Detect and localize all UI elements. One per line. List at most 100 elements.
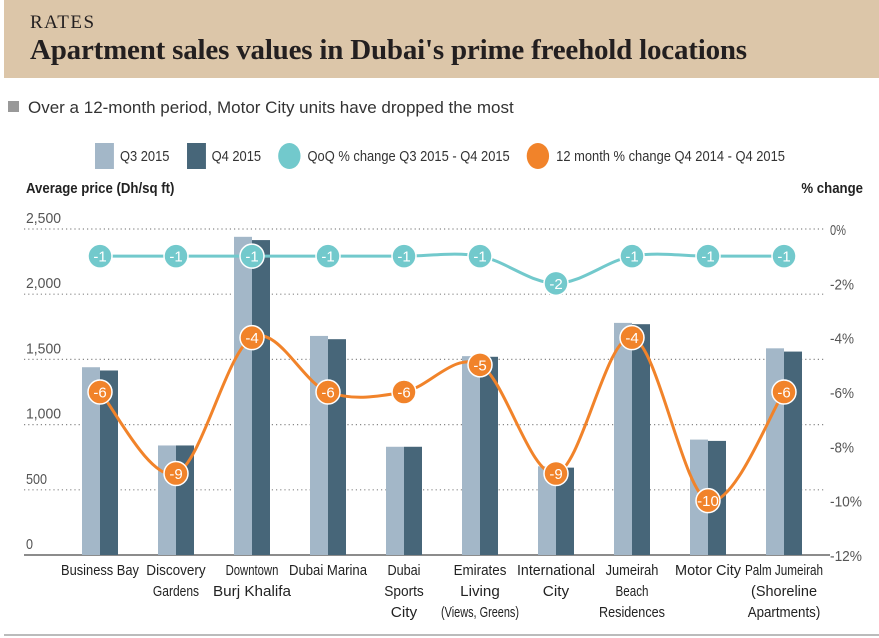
data-label-qoq: -1 [777,249,790,266]
y-axis-title-left: Average price (Dh/sq ft) [26,180,175,197]
data-label-qoq: -1 [473,249,486,266]
bar-q3 [386,446,404,555]
y-tick-label: 1,000 [26,406,61,423]
data-label-qoq: -1 [245,249,258,266]
point-yoy [467,352,493,378]
point-yoy [87,379,113,405]
data-label-yoy: -5 [473,357,486,374]
data-label-yoy: -6 [321,385,334,402]
bar-q3 [538,466,556,555]
y-tick-label: 1,500 [26,340,61,357]
legend-label-qoq: QoQ % change Q3 2015 - Q4 2015 [307,147,510,165]
x-tick-label: Motor City [675,562,741,579]
legend-item-yoy: 12 month % change Q4 2014 - Q4 2015 [526,143,785,169]
bar-q3 [234,236,252,555]
bar-q4 [328,339,346,555]
point-qoq [391,243,417,269]
data-label-yoy: -4 [625,330,638,347]
point-qoq [543,270,569,297]
x-tick-label: Dubai Marina [289,562,368,579]
legend-item-q4: Q4 2015 [186,143,262,169]
point-yoy [619,324,645,351]
bar-q4 [100,370,118,555]
legend-label-q4: Q4 2015 [211,147,262,165]
subtitle-text: Over a 12-month period, Motor City units… [28,98,514,117]
point-yoy [391,379,417,405]
point-yoy [695,487,721,514]
data-label-yoy: -6 [777,385,790,402]
x-tick-label: Gardens [153,583,199,600]
bar-q3 [310,335,328,555]
point-qoq [695,243,721,269]
y-tick-label: 2,500 [26,210,61,227]
data-label-qoq: -2 [549,276,562,293]
point-qoq [87,243,113,269]
point-qoq [771,243,797,269]
x-tick-label: Living [460,583,500,600]
bar-q3 [82,367,100,555]
legend-item-q3: Q3 2015 [95,143,169,169]
x-tick-label: City [543,583,570,600]
bullet-square-icon [8,101,19,112]
legend-swatch-q4 [186,143,206,169]
x-tick-label: Business Bay [61,562,139,579]
point-qoq [619,243,645,269]
x-tick-label: Residences [599,604,665,621]
x-tick-label: International [517,562,595,579]
x-tick-label: Discovery [146,562,206,579]
y-tick-label: 0 [26,536,33,553]
y2-tick-label: -6% [830,385,854,402]
legend-item-qoq: QoQ % change Q3 2015 - Q4 2015 [278,143,510,169]
x-tick-label: City [391,604,418,621]
legend-dot-qoq [278,143,301,169]
data-label-qoq: -1 [625,249,638,266]
bar-q3 [766,348,784,555]
bar-q4 [556,467,574,555]
data-label-qoq: -1 [321,249,334,266]
point-yoy [771,379,797,405]
bar-q4 [632,324,650,555]
legend-swatch-q3 [95,143,114,169]
bar-q3 [462,356,480,555]
y2-tick-label: -12% [830,548,862,565]
point-yoy [543,460,569,487]
y-tick-label: 2,000 [26,275,61,292]
point-yoy [239,324,265,351]
chart-title: Apartment sales values in Dubai's prime … [30,34,747,66]
data-label-qoq: -1 [701,249,714,266]
x-tick-label: Apartments) [748,604,821,621]
data-label-qoq: -1 [397,249,410,266]
x-tick-label: Palm Jumeirah [745,562,823,579]
data-label-qoq: -1 [93,249,106,266]
point-qoq [163,243,189,269]
y2-tick-label: -10% [830,494,862,511]
point-yoy [163,460,189,487]
line-yoy [98,334,786,503]
legend-dot-yoy [526,143,550,169]
data-label-yoy: -4 [245,330,258,347]
x-tick-label: Emirates [454,562,507,579]
data-label-yoy: -9 [549,466,562,483]
kicker-label: RATES [30,12,96,33]
point-yoy [315,379,341,405]
point-qoq [239,243,265,269]
y2-tick-label: -2% [830,276,854,293]
legend: Q3 2015 Q4 2015 QoQ % change Q3 2015 - Q… [95,143,802,169]
subtitle: Over a 12-month period, Motor City units… [8,98,514,118]
x-tick-label: Beach [616,583,649,600]
bar-q3 [614,322,632,555]
legend-label-yoy: 12 month % change Q4 2014 - Q4 2015 [556,147,785,165]
y2-tick-label: -8% [830,439,854,456]
x-tick-label: Burj Khalifa [213,583,292,600]
point-qoq [315,243,341,269]
y2-tick-label: 0% [830,222,846,239]
legend-label-q3: Q3 2015 [119,147,170,165]
data-label-yoy: -6 [397,385,410,402]
x-tick-label: Downtown [226,562,279,579]
x-tick-label: (Views, Greens) [441,604,519,621]
y-axis-title-right: % change [801,180,863,197]
data-label-qoq: -1 [169,249,182,266]
x-tick-label: Jumeirah [606,562,659,579]
line-qoq [99,252,784,285]
